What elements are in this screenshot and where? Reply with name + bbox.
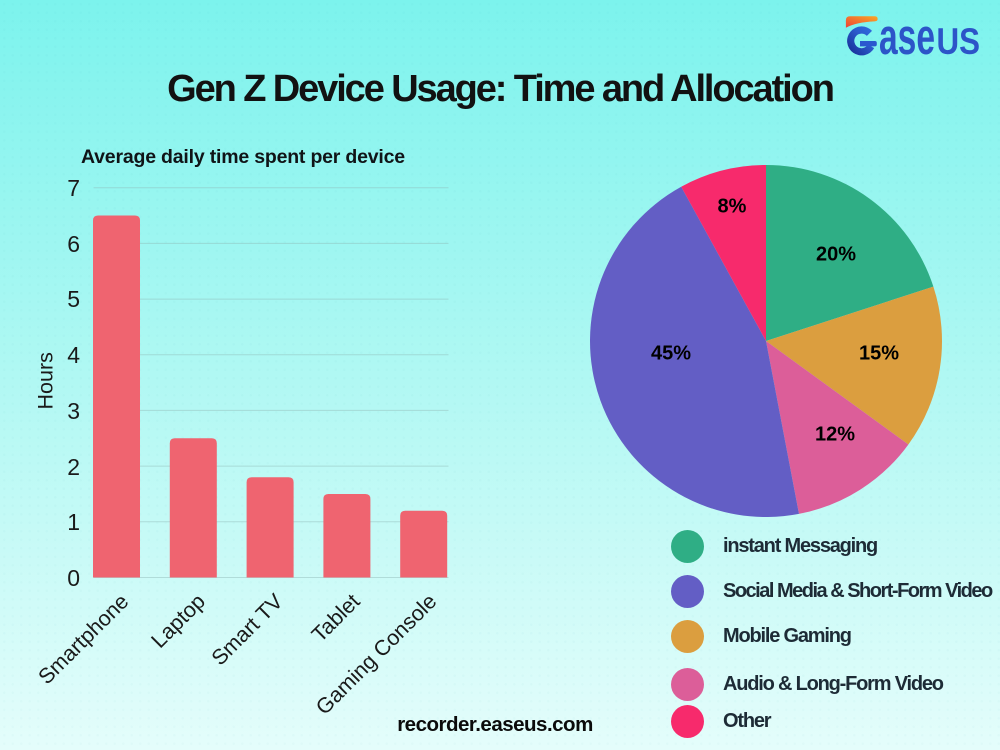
svg-text:ase: ase <box>879 13 935 59</box>
svg-text:US: US <box>937 21 981 59</box>
